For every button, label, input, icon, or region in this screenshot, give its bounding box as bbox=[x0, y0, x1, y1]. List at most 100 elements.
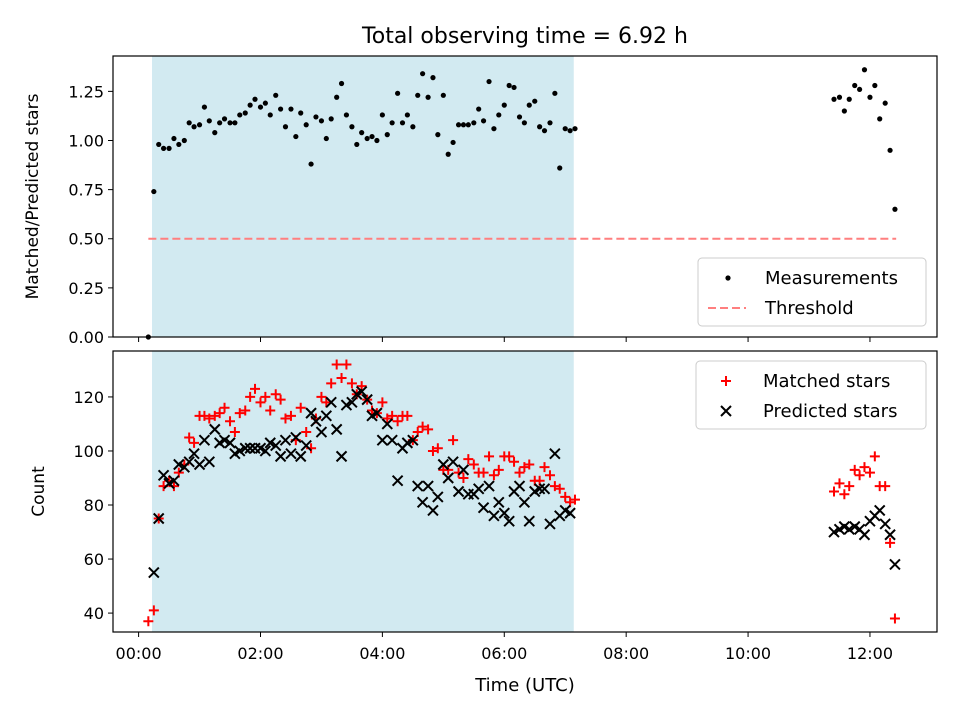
measurement-point bbox=[338, 80, 345, 87]
x-tick-label: 00:00 bbox=[116, 644, 162, 663]
measurement-point bbox=[511, 84, 517, 91]
matched-star-point bbox=[341, 359, 352, 370]
matched-star-point bbox=[275, 394, 286, 405]
measurement-point bbox=[562, 126, 568, 132]
predicted-star-point bbox=[437, 458, 450, 471]
measurement-point bbox=[541, 128, 548, 134]
ratio-y-tick-label: 0.00 bbox=[68, 328, 104, 347]
predicted-star-point bbox=[153, 512, 165, 525]
predicted-star-point bbox=[325, 396, 337, 409]
measurement-point bbox=[867, 94, 873, 100]
matched-star-point bbox=[514, 467, 525, 478]
predicted-star-point bbox=[330, 423, 343, 436]
matched-star-point bbox=[346, 378, 357, 389]
matched-star-point bbox=[509, 456, 520, 467]
measurement-point bbox=[293, 133, 299, 140]
measurement-point bbox=[399, 120, 406, 126]
measurement-point bbox=[273, 92, 279, 98]
chart-title: Total observing time = 6.92 h bbox=[361, 24, 688, 49]
measurement-point bbox=[516, 114, 523, 120]
predicted-star-point bbox=[879, 518, 891, 530]
measurement-point bbox=[217, 120, 223, 126]
ratio-y-tick-label: 0.25 bbox=[68, 279, 104, 298]
measurement-point bbox=[532, 98, 538, 104]
predicted-star-point bbox=[427, 504, 439, 517]
matched-star-point bbox=[316, 391, 327, 402]
matched-star-point bbox=[245, 391, 256, 402]
matched-star-point bbox=[859, 462, 870, 473]
measurement-point bbox=[186, 120, 192, 126]
matched-star-point bbox=[560, 491, 571, 502]
measurement-point bbox=[252, 96, 258, 102]
measurement-point bbox=[521, 120, 527, 126]
measurement-point bbox=[404, 112, 410, 118]
matched-star-point bbox=[869, 451, 880, 462]
matched-star-point bbox=[423, 424, 434, 435]
measurement-point bbox=[471, 120, 477, 126]
predicted-star-point bbox=[858, 529, 871, 541]
measurement-point bbox=[496, 112, 502, 118]
measurement-point bbox=[420, 71, 426, 77]
measurement-point bbox=[415, 92, 421, 98]
legend-measurement-marker bbox=[725, 275, 731, 281]
measurement-point bbox=[221, 116, 228, 122]
measurement-point bbox=[526, 102, 532, 108]
measurement-point bbox=[831, 96, 837, 102]
matched-star-point bbox=[189, 437, 200, 448]
measurement-point bbox=[384, 132, 390, 138]
measurement-point bbox=[334, 94, 340, 100]
matched-star-point bbox=[377, 397, 388, 408]
measurement-point bbox=[537, 124, 543, 130]
predicted-star-point bbox=[310, 415, 322, 427]
predicted-star-point bbox=[407, 434, 419, 446]
matched-star-point bbox=[204, 413, 215, 424]
predicted-star-point bbox=[884, 529, 896, 541]
predicted-star-point bbox=[843, 523, 855, 536]
matched-star-point bbox=[834, 478, 845, 489]
ratio-y-tick-label: 1.00 bbox=[68, 131, 104, 150]
measurement-point bbox=[328, 116, 334, 122]
matched-star-point bbox=[880, 481, 891, 492]
measurement-point bbox=[836, 94, 843, 100]
predicted-star-point bbox=[244, 442, 256, 454]
x-tick-label: 02:00 bbox=[237, 644, 283, 663]
count-y-tick-label: 60 bbox=[84, 550, 104, 569]
measurement-point bbox=[892, 206, 898, 212]
predicted-star-point bbox=[371, 407, 383, 419]
ratio-y-tick-label: 0.50 bbox=[68, 230, 104, 249]
measurement-point bbox=[308, 161, 314, 167]
predicted-star-point bbox=[457, 464, 470, 476]
measurement-point bbox=[349, 124, 355, 130]
matched-star-point bbox=[143, 616, 154, 627]
matched-star-point bbox=[569, 494, 580, 505]
measurement-point bbox=[506, 82, 512, 89]
measurement-point bbox=[359, 130, 365, 136]
matched-star-point bbox=[864, 467, 875, 478]
measurement-point bbox=[445, 151, 451, 157]
matched-star-point bbox=[463, 454, 474, 465]
matched-star-point bbox=[889, 613, 900, 624]
predicted-star-point bbox=[412, 480, 424, 492]
matched-star-point bbox=[234, 408, 245, 419]
measurement-point bbox=[247, 102, 253, 108]
measurement-point bbox=[323, 135, 329, 142]
predicted-star-point bbox=[376, 434, 389, 446]
predicted-star-point bbox=[386, 434, 398, 446]
measurement-point bbox=[212, 130, 218, 136]
predicted-star-point bbox=[340, 399, 353, 411]
matched-star-point bbox=[225, 416, 236, 427]
measurement-point bbox=[450, 139, 456, 146]
measurement-point bbox=[572, 126, 578, 132]
predicted-star-point bbox=[300, 439, 312, 452]
measurement-point bbox=[846, 96, 852, 102]
matched-star-point bbox=[885, 537, 896, 548]
predicted-star-point bbox=[533, 483, 546, 495]
measurement-point bbox=[288, 106, 294, 112]
predicted-star-point bbox=[828, 526, 840, 538]
measurement-point bbox=[364, 135, 370, 142]
x-axis-label: Time (UTC) bbox=[474, 675, 575, 696]
measurement-point bbox=[877, 116, 883, 122]
measurement-point bbox=[313, 114, 319, 120]
predicted-star-point bbox=[218, 434, 231, 446]
predicted-star-point bbox=[549, 447, 561, 460]
